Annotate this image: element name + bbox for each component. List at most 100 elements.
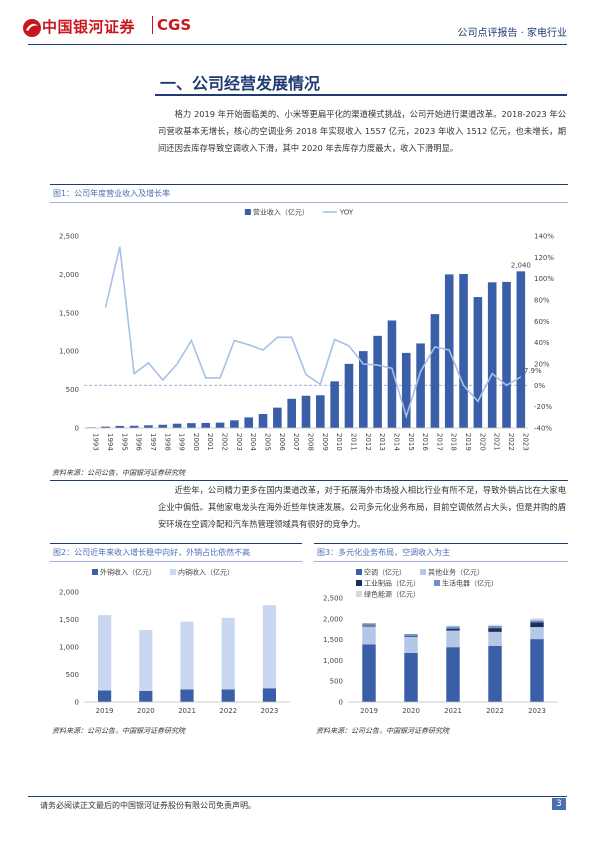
bar <box>488 646 502 702</box>
x-tick-label: 2023 <box>528 707 546 715</box>
legend-label: 其他业务（亿元） <box>428 568 484 577</box>
x-tick-label: 2005 <box>264 433 272 451</box>
bar <box>98 690 112 702</box>
bar <box>362 626 376 645</box>
x-tick-label: 2013 <box>378 433 386 451</box>
bar <box>221 617 235 690</box>
bar <box>330 381 339 428</box>
section-title: 一、公司经营发展情况 <box>160 74 321 93</box>
bar <box>488 631 502 647</box>
bar <box>344 363 354 428</box>
bar <box>144 425 153 428</box>
y-tick-label: 2,500 <box>59 233 79 241</box>
chart: 0 500 1,000 1,500 2,000 2019 2020 2021 2022 2023 外… <box>59 568 290 715</box>
x-tick-label: 2002 <box>221 433 229 451</box>
bar <box>488 626 502 629</box>
x-tick-label: 1994 <box>106 433 114 451</box>
bar <box>530 627 544 640</box>
bar <box>373 335 382 428</box>
bar <box>530 618 544 621</box>
x-tick-label: 2019 <box>96 707 114 715</box>
y2-tick-label: -40% <box>534 425 552 433</box>
y-tick-label: 0 <box>75 699 79 707</box>
bar <box>404 652 418 702</box>
bar <box>362 623 376 626</box>
bar <box>230 420 239 428</box>
bar <box>98 615 112 691</box>
legend-swatch <box>356 591 362 597</box>
y-tick-label: 500 <box>66 386 79 394</box>
logo-en: CGS <box>152 16 191 34</box>
x-tick-label: 2011 <box>349 433 357 451</box>
y2-tick-label: 80% <box>534 297 550 305</box>
bar <box>215 422 225 428</box>
x-tick-label: 2012 <box>364 433 372 451</box>
bar <box>221 689 235 702</box>
y2-tick-label: 60% <box>534 318 550 326</box>
bar <box>446 626 460 629</box>
bar <box>473 297 483 428</box>
y2-tick-label: 140% <box>534 233 554 241</box>
legend-swatch <box>244 209 251 215</box>
paragraph: 近些年，公司精力更多在国内渠道改革，对于拓展海外市场投入相比行业有所不足，导致外… <box>158 485 566 529</box>
y-tick-label: 500 <box>66 671 79 679</box>
figure-title: 图3：多元化业务布局，空调收入为主 <box>314 543 568 562</box>
bar <box>502 281 511 428</box>
x-tick-label: 1997 <box>149 433 157 451</box>
legend-label: 绿色能源（亿元） <box>364 590 420 599</box>
x-tick-label: 2019 <box>464 433 472 451</box>
bar <box>358 351 368 428</box>
bar <box>129 425 139 428</box>
legend-swatch <box>434 580 440 586</box>
chart: 0 500 1,000 1,500 2,000 2,500 -40% -20% 0% 20% 40%… <box>59 208 554 452</box>
x-tick-label: 2020 <box>137 707 155 715</box>
x-tick-label: 1995 <box>120 433 128 451</box>
y2-tick-label: 120% <box>534 254 554 262</box>
x-tick-label: 1993 <box>92 433 100 451</box>
footer-rule <box>28 796 567 797</box>
bar <box>301 395 311 428</box>
paragraph: 格力 2019 年开始面临美的、小米等更扁平化的渠道模式挑战，公司开始进行渠道改… <box>158 109 566 153</box>
x-tick-label: 2022 <box>507 433 515 451</box>
bar <box>287 398 296 428</box>
legend-item: 营业收入（亿元） <box>244 208 309 217</box>
legend-item: YOY <box>322 209 354 217</box>
source: 资料来源：公司公告，中国银河证券研究院 <box>316 727 449 735</box>
legend-label: 外销收入（亿元） <box>100 568 156 577</box>
bar <box>516 271 526 428</box>
legend-swatch <box>92 569 98 575</box>
x-tick-label: 2022 <box>219 707 237 715</box>
x-tick-label: 2015 <box>407 433 415 451</box>
x-tick-label: 2021 <box>444 707 462 715</box>
x-tick-label: 2023 <box>260 707 278 715</box>
bar <box>530 639 544 702</box>
figure-title: 图1：公司年度营业收入及增长率 <box>50 184 568 203</box>
bar <box>430 314 440 428</box>
data-label: 2,040 <box>511 261 531 269</box>
rule <box>50 480 568 481</box>
legend-item: 生活电器（亿元） <box>434 579 498 588</box>
legend-swatch <box>356 569 362 575</box>
bar <box>404 636 418 653</box>
y-tick-label: 1,500 <box>59 309 79 317</box>
x-tick-label: 2017 <box>435 433 443 451</box>
logo-icon <box>23 19 41 37</box>
bar <box>139 691 153 702</box>
x-tick-label: 2004 <box>249 433 257 451</box>
source: 资料来源：公司公告，中国银河证券研究院 <box>52 727 185 735</box>
bar <box>139 629 153 691</box>
bar <box>244 417 254 428</box>
x-tick-label: 2001 <box>206 433 214 451</box>
x-tick-label: 2003 <box>235 433 243 451</box>
x-tick-label: 1999 <box>178 433 186 451</box>
legend-item: 内销收入（亿元） <box>170 568 234 577</box>
legend-label: 空调（亿元） <box>364 568 406 577</box>
legend-swatch <box>170 569 176 575</box>
bar <box>158 424 168 428</box>
y2-tick-label: -20% <box>534 403 552 411</box>
line <box>104 246 522 420</box>
bar <box>180 689 194 702</box>
bar <box>187 423 196 428</box>
y-tick-label: 1,000 <box>323 657 343 665</box>
